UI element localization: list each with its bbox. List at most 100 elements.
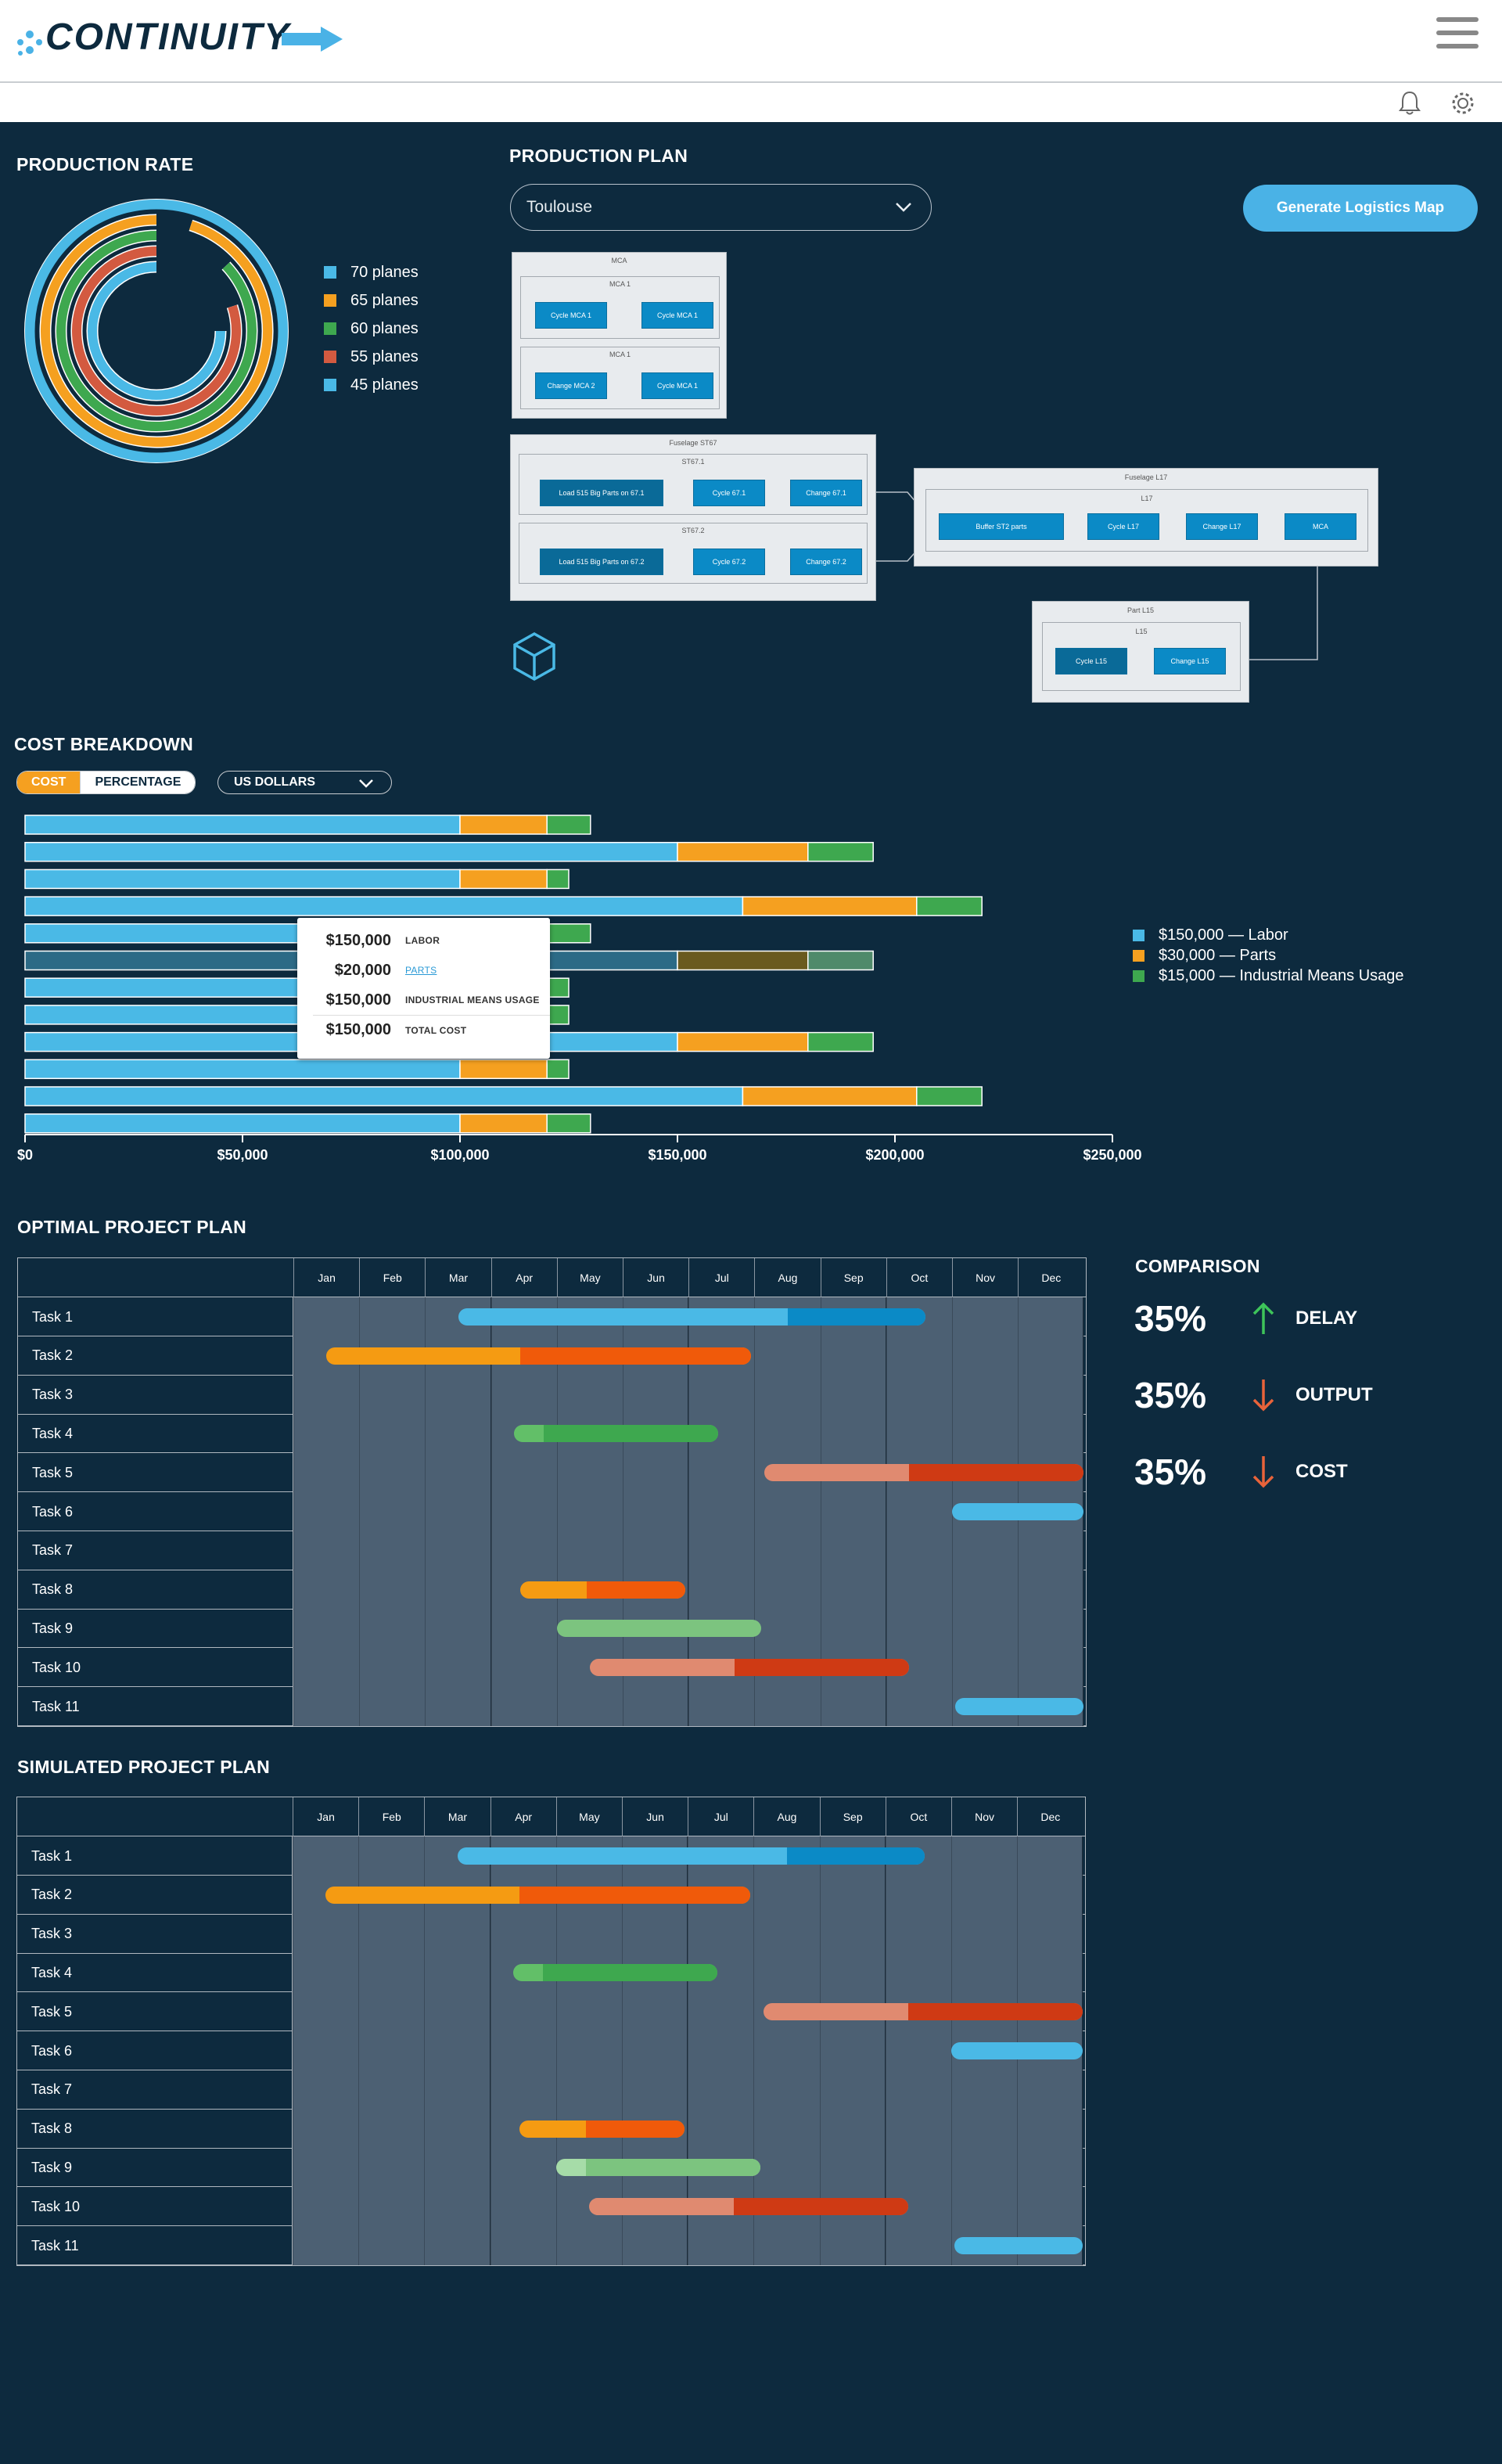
gantt-bar[interactable] <box>519 2120 685 2138</box>
gantt-task-name[interactable]: Task 4 <box>18 1414 293 1454</box>
flow-node[interactable]: Change 67.1 <box>790 480 862 506</box>
gantt-task-name[interactable]: Task 8 <box>18 1570 293 1610</box>
flow-node[interactable]: Load 515 Big Parts on 67.1 <box>540 480 663 506</box>
gantt-task-name[interactable]: Task 6 <box>17 2031 293 2070</box>
hamburger-menu-icon[interactable] <box>1436 17 1479 52</box>
cost-bar-labor[interactable] <box>24 1113 461 1134</box>
flow-node[interactable]: Cycle L17 <box>1087 513 1159 540</box>
flow-node[interactable]: Cycle 67.2 <box>693 549 765 575</box>
gantt-task-name[interactable]: Task 9 <box>18 1609 293 1649</box>
cost-bar-industrial-means-usage[interactable] <box>916 896 983 916</box>
flow-node[interactable]: Change 67.2 <box>790 549 862 575</box>
gantt-task-name[interactable]: Task 11 <box>17 2226 293 2265</box>
tooltip-label[interactable]: PARTS <box>405 965 437 976</box>
gear-icon[interactable] <box>1449 89 1477 117</box>
gantt-task-name[interactable]: Task 7 <box>17 2070 293 2110</box>
cost-bar-labor[interactable] <box>24 815 461 835</box>
gantt-bar[interactable] <box>954 2237 1083 2254</box>
gantt-bar[interactable] <box>764 2003 1083 2021</box>
cost-bar-labor[interactable] <box>24 1059 461 1080</box>
gantt-bar[interactable] <box>952 1503 1084 1520</box>
flow-node[interactable]: Change L15 <box>1154 648 1226 674</box>
generate-logistics-map-button[interactable]: Generate Logistics Map <box>1243 185 1478 232</box>
cost-bar-labor[interactable] <box>24 869 461 890</box>
gantt-task-name[interactable]: Task 2 <box>17 1875 293 1915</box>
flow-group-fuselage-st67[interactable]: Fuselage ST67 ST67.1 Load 515 Big Parts … <box>510 434 876 601</box>
gantt-task-name[interactable]: Task 10 <box>18 1648 293 1688</box>
cost-bar-parts[interactable] <box>677 841 809 862</box>
gantt-task-name[interactable]: Task 10 <box>17 2187 293 2227</box>
gantt-task-name[interactable]: Task 1 <box>18 1297 293 1336</box>
cost-bar-industrial-means-usage[interactable] <box>546 869 570 890</box>
cost-bar-labor[interactable] <box>24 896 744 916</box>
gantt-task-name[interactable]: Task 9 <box>17 2148 293 2188</box>
toggle-percentage[interactable]: PERCENTAGE <box>80 772 196 793</box>
flow-node[interactable]: Change MCA 2 <box>535 372 607 399</box>
cost-bar-parts[interactable] <box>742 1086 918 1106</box>
flow-group-part-l15[interactable]: Part L15 L15 Cycle L15 Change L15 <box>1032 601 1249 703</box>
flow-node[interactable]: Cycle MCA 1 <box>641 302 713 329</box>
cost-bar-labor[interactable] <box>24 841 678 862</box>
app-logo[interactable]: CONTINUITY <box>45 16 291 58</box>
flow-group-fuselage-l17[interactable]: Fuselage L17 L17 Buffer ST2 parts Cycle … <box>914 468 1378 567</box>
gantt-bar[interactable] <box>326 1347 752 1365</box>
gantt-bar[interactable] <box>589 1659 910 1677</box>
toggle-cost[interactable]: COST <box>17 772 81 793</box>
gantt-cell <box>490 1687 557 1726</box>
gantt-task-name[interactable]: Task 1 <box>17 1836 293 1876</box>
cost-bar-parts[interactable] <box>677 1031 809 1052</box>
gantt-bar[interactable] <box>955 1698 1084 1715</box>
flow-node[interactable]: Cycle MCA 1 <box>535 302 607 329</box>
gantt-task-name[interactable]: Task 3 <box>17 1914 293 1954</box>
cost-bar-industrial-means-usage[interactable] <box>546 1005 570 1025</box>
cost-bar-industrial-means-usage[interactable] <box>807 841 874 862</box>
cost-bar-industrial-means-usage[interactable] <box>546 1059 570 1080</box>
gantt-bar[interactable] <box>555 2159 760 2177</box>
gantt-bar[interactable] <box>520 1581 685 1599</box>
gantt-bar[interactable] <box>951 2042 1083 2059</box>
gantt-task-name[interactable]: Task 7 <box>18 1531 293 1570</box>
cost-bar-parts[interactable] <box>677 950 809 971</box>
gantt-bar[interactable] <box>513 1964 718 1982</box>
location-select[interactable]: Toulouse <box>510 184 932 231</box>
gantt-task-name[interactable]: Task 5 <box>18 1453 293 1493</box>
cost-bar-industrial-means-usage[interactable] <box>546 923 591 944</box>
cost-bar-industrial-means-usage[interactable] <box>807 950 874 971</box>
cost-bar-parts[interactable] <box>742 896 918 916</box>
gantt-task-name[interactable]: Task 4 <box>17 1953 293 1993</box>
cost-bar-industrial-means-usage[interactable] <box>546 977 570 998</box>
cost-bar-industrial-means-usage[interactable] <box>807 1031 874 1052</box>
cost-bar-parts[interactable] <box>459 1113 548 1134</box>
flow-node[interactable]: Cycle MCA 1 <box>641 372 713 399</box>
flow-node[interactable]: MCA <box>1285 513 1356 540</box>
gantt-bar[interactable] <box>325 1886 751 1904</box>
gantt-bar[interactable] <box>588 2198 909 2216</box>
gantt-task-name[interactable]: Task 8 <box>17 2109 293 2149</box>
gantt-bar[interactable] <box>457 1847 925 1865</box>
cost-bar-parts[interactable] <box>459 869 548 890</box>
gantt-task-name[interactable]: Task 2 <box>18 1336 293 1376</box>
flow-node[interactable]: Cycle L15 <box>1055 648 1127 674</box>
bell-icon[interactable] <box>1398 89 1421 116</box>
cost-bar-industrial-means-usage[interactable] <box>546 815 591 835</box>
flow-node[interactable]: Change L17 <box>1186 513 1258 540</box>
gantt-task-name[interactable]: Task 11 <box>18 1687 293 1726</box>
cost-bar-labor[interactable] <box>24 1086 744 1106</box>
gantt-task-name[interactable]: Task 3 <box>18 1375 293 1415</box>
flow-node[interactable]: Load 515 Big Parts on 67.2 <box>540 549 663 575</box>
gantt-bar[interactable] <box>458 1308 926 1326</box>
cube-icon[interactable] <box>510 631 559 682</box>
gantt-bar[interactable] <box>514 1425 719 1443</box>
flow-node[interactable]: Cycle 67.1 <box>693 480 765 506</box>
cost-bar-industrial-means-usage[interactable] <box>916 1086 983 1106</box>
gantt-task-name[interactable]: Task 5 <box>17 1992 293 2032</box>
cost-bar-industrial-means-usage[interactable] <box>546 1113 591 1134</box>
flow-node[interactable]: Buffer ST2 parts <box>939 513 1064 540</box>
cost-bar-parts[interactable] <box>459 1059 548 1080</box>
gantt-bar[interactable] <box>556 1620 761 1638</box>
gantt-task-name[interactable]: Task 6 <box>18 1492 293 1531</box>
gantt-bar[interactable] <box>764 1464 1084 1482</box>
flow-group-mca[interactable]: MCA MCA 1 Cycle MCA 1 Cycle MCA 1 MCA 1 … <box>512 252 727 419</box>
currency-select[interactable]: US DOLLARS <box>217 771 392 794</box>
cost-bar-parts[interactable] <box>459 815 548 835</box>
